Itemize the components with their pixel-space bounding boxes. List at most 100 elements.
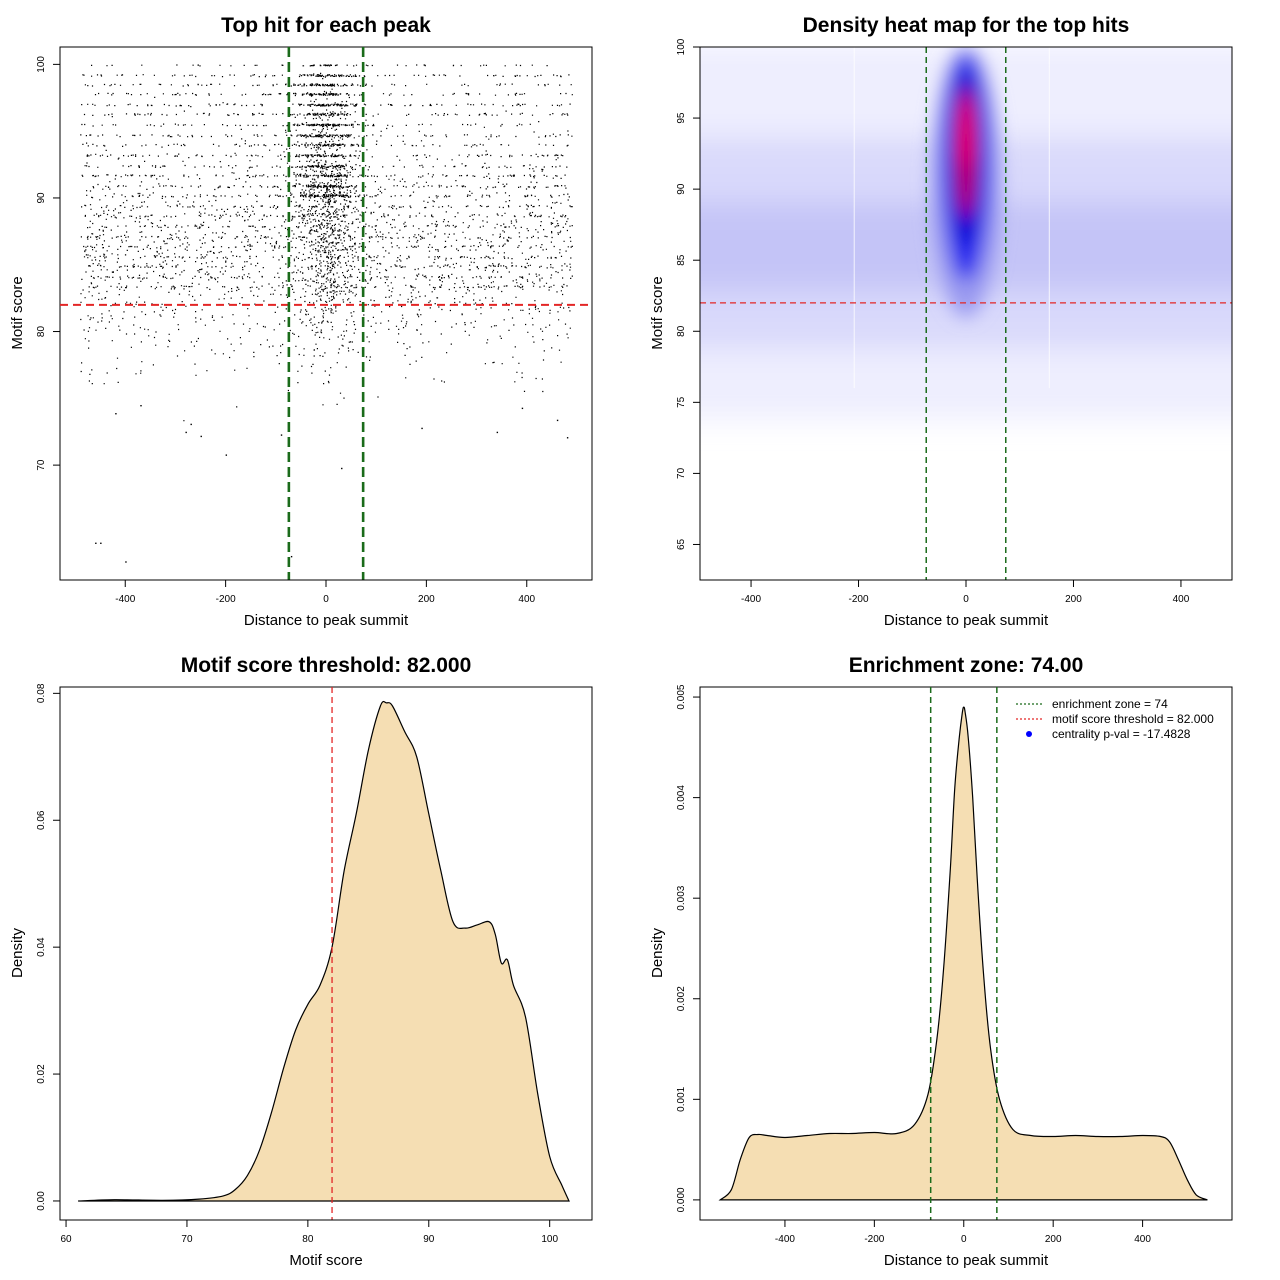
scatter-plot-box: [59, 46, 593, 581]
scatter-point: [115, 413, 117, 415]
x-tick-label: 100: [541, 1234, 558, 1245]
x-tick-label: 80: [302, 1234, 314, 1245]
y-tick-label: 0.08: [36, 683, 47, 703]
y-tick-label: 0.005: [676, 684, 687, 709]
y-tick-label: 80: [676, 325, 687, 337]
legend-pval-label: centrality p-val = -17.4828: [1052, 727, 1191, 741]
panel-distance-density: Enrichment zone: 74.00 -400 -200 0 200 400 0…: [649, 654, 1233, 1269]
scatter-point: [496, 431, 499, 434]
y-tick-label: 75: [676, 396, 687, 408]
legend: enrichment zone = 74 motif score thresho…: [1016, 697, 1214, 741]
heatmap-x-axis: -400 -200 0 200 400: [741, 579, 1190, 605]
scatter-point: [100, 542, 102, 544]
x-tick-label: -200: [216, 594, 236, 605]
distance-density-curve: [718, 706, 1208, 1201]
y-tick-label: 0.000: [676, 1187, 687, 1212]
legend-threshold-label: motif score threshold = 82.000: [1052, 712, 1214, 726]
x-tick-label: 90: [423, 1234, 435, 1245]
density-hotspot: [931, 47, 1001, 318]
x-tick-label: 200: [1065, 594, 1082, 605]
y-tick-label: 0.002: [676, 986, 687, 1011]
y-tick-label: 0.06: [36, 810, 47, 830]
y-tick-label: 100: [676, 38, 687, 55]
scatter-point: [190, 423, 192, 426]
panel-scatter: Top hit for each peak -400 -200 0 200 400 70…: [9, 14, 593, 629]
scatter-y-axis: 70 80 90 100: [36, 56, 60, 471]
legend-pval-point-icon: [1026, 731, 1032, 737]
y-tick-label: 0.001: [676, 1086, 687, 1111]
scatter-y-label: Motif score: [9, 276, 26, 349]
x-tick-label: -200: [849, 594, 869, 605]
y-tick-label: 0.04: [36, 937, 47, 957]
distance-density-title: Enrichment zone: 74.00: [849, 654, 1084, 677]
score-density-x-axis: 60 70 80 90 100: [60, 1219, 558, 1245]
heatmap-x-label: Distance to peak summit: [884, 612, 1049, 629]
y-tick-label: 85: [676, 254, 687, 266]
score-density-y-axis: 0.00 0.02 0.04 0.06 0.08: [36, 683, 60, 1211]
x-tick-label: 200: [418, 594, 435, 605]
scatter-point: [521, 407, 524, 410]
distance-density-zone-lines: [929, 687, 998, 1220]
y-tick-label: 65: [676, 538, 687, 550]
y-tick-label: 80: [36, 326, 47, 338]
scatter-point: [185, 431, 187, 434]
scatter-point: [280, 434, 283, 436]
panel-heatmap: Density heat map for the top hits -400 -2…: [649, 14, 1233, 629]
y-tick-label: 95: [676, 112, 687, 124]
x-tick-label: 60: [60, 1234, 72, 1245]
scatter-point: [125, 561, 127, 563]
x-tick-label: 200: [1045, 1234, 1062, 1245]
x-tick-label: 400: [1134, 1234, 1151, 1245]
distance-density-y-axis: 0.000 0.001 0.002 0.003 0.004 0.005: [676, 684, 700, 1212]
panel-score-density: Motif score threshold: 82.000 60 70 80 90 10…: [9, 654, 593, 1269]
x-tick-label: 0: [961, 1234, 967, 1245]
score-density-title: Motif score threshold: 82.000: [181, 654, 472, 677]
distance-density-y-label: Density: [649, 927, 666, 978]
scatter-point: [225, 454, 228, 456]
x-tick-label: 400: [1173, 594, 1190, 605]
legend-enrichment-label: enrichment zone = 74: [1052, 697, 1168, 711]
y-tick-label: 70: [36, 459, 47, 471]
y-tick-label: 90: [36, 192, 47, 204]
x-tick-label: 0: [963, 594, 969, 605]
x-tick-label: 70: [181, 1234, 193, 1245]
scatter-x-label: Distance to peak summit: [244, 612, 409, 629]
scatter-point: [290, 555, 293, 558]
y-tick-label: 0.003: [676, 885, 687, 910]
y-tick-label: 0.004: [676, 785, 687, 810]
x-tick-label: -200: [864, 1234, 884, 1245]
y-tick-label: 90: [676, 183, 687, 195]
heatmap-reference-lines: [700, 47, 1232, 580]
x-tick-label: -400: [741, 594, 761, 605]
heatmap-density: [700, 47, 1232, 580]
y-tick-label: 70: [676, 467, 687, 479]
scatter-x-axis: -400 -200 0 200 400: [115, 579, 536, 605]
score-density-x-label: Motif score: [289, 1252, 362, 1269]
scatter-point: [140, 405, 142, 407]
heatmap-y-axis: 65 70 75 80 85 90 95 100: [676, 38, 700, 550]
distance-density-x-axis: -400 -200 0 200 400: [775, 1219, 1151, 1245]
heatmap-y-label: Motif score: [649, 276, 666, 349]
scatter-points: [80, 64, 573, 563]
scatter-point: [341, 467, 343, 470]
scatter-point-cloud: [80, 64, 573, 422]
distance-density-x-label: Distance to peak summit: [884, 1252, 1049, 1269]
x-tick-label: 400: [518, 594, 535, 605]
scatter-point: [95, 542, 97, 544]
y-tick-label: 0.00: [36, 1191, 47, 1211]
y-tick-label: 0.02: [36, 1064, 47, 1084]
scatter-point: [421, 427, 423, 430]
scatter-reference-lines: [60, 47, 592, 580]
x-tick-label: -400: [775, 1234, 795, 1245]
score-density-curve: [78, 700, 570, 1202]
scatter-point: [556, 419, 559, 422]
heatmap-title: Density heat map for the top hits: [803, 14, 1130, 37]
score-density-y-label: Density: [9, 927, 26, 978]
x-tick-label: -400: [115, 594, 135, 605]
scatter-title: Top hit for each peak: [221, 14, 431, 37]
y-tick-label: 100: [36, 56, 47, 73]
x-tick-label: 0: [323, 594, 329, 605]
scatter-point: [200, 435, 202, 438]
scatter-point: [566, 437, 569, 439]
